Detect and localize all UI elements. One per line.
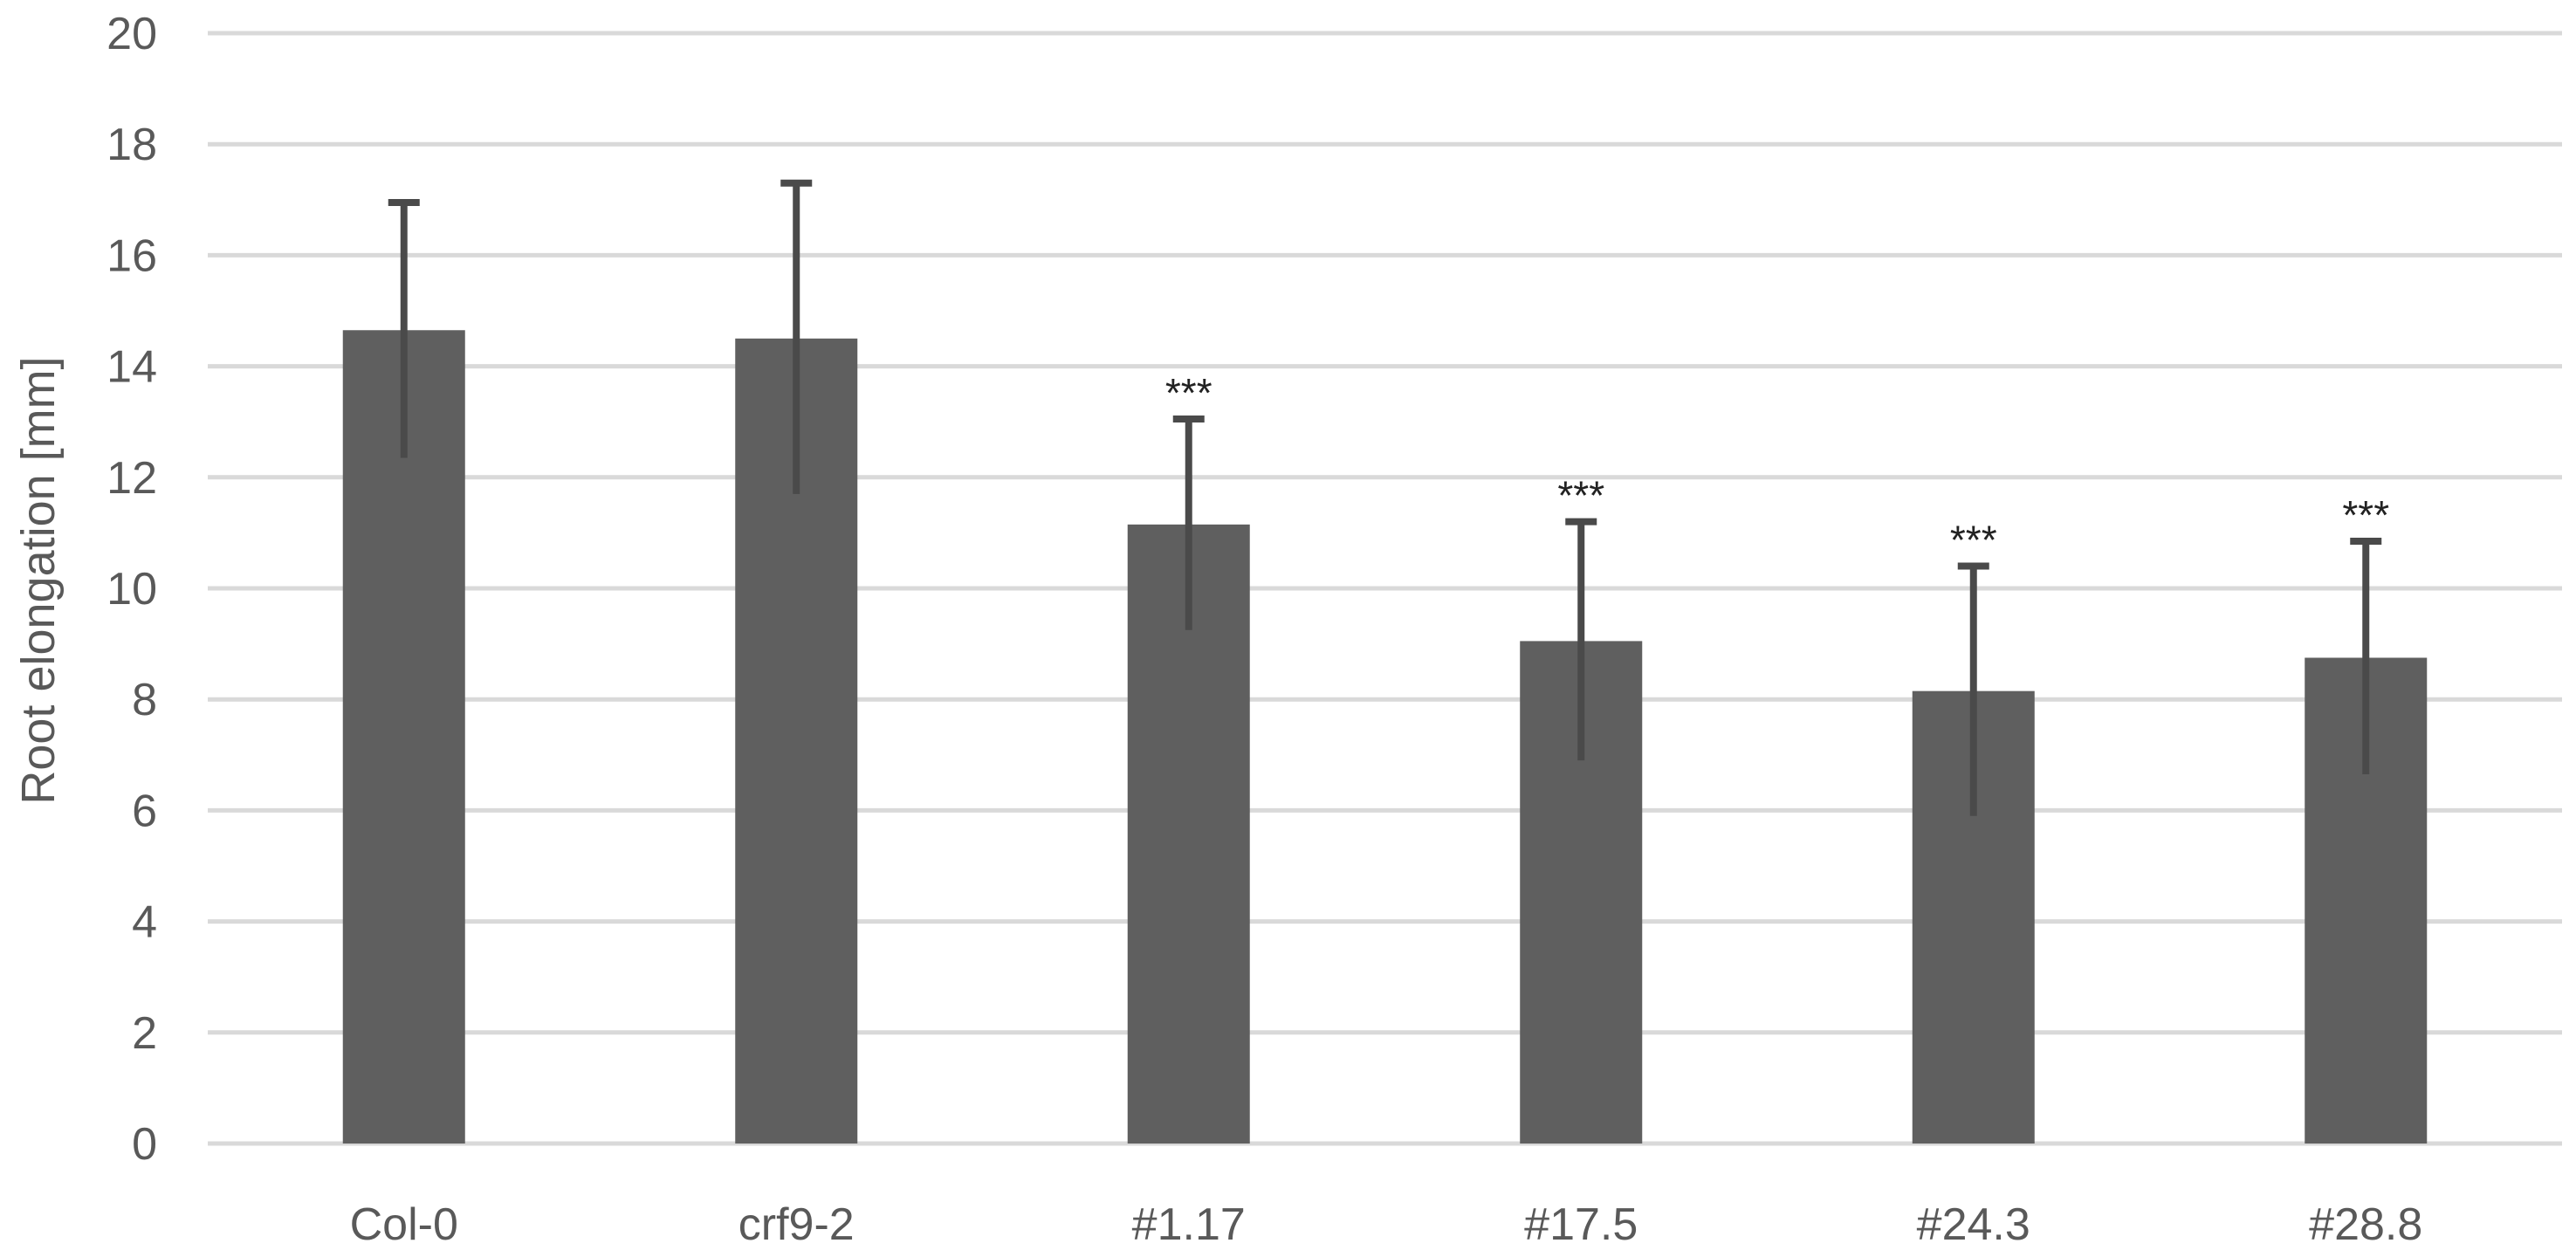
y-axis-ticks: 0 2 4 6 8 10 12 14 16 18 20 [106,9,157,1170]
y-tick-label: 4 [132,897,157,948]
significance-marker: *** [1165,370,1212,416]
y-tick-label: 20 [106,9,157,59]
x-tick-label: #28.8 [2309,1199,2422,1250]
y-axis-title: Root elongation [mm] [12,356,65,804]
significance-marker: *** [2342,492,2389,538]
x-tick-label: crf9-2 [738,1199,855,1250]
bars [342,330,2428,1144]
y-tick-label: 0 [132,1119,157,1170]
significance-marker: *** [1950,518,1997,563]
x-axis-ticks: Col-0 crf9-2 #1.17 #17.5 #24.3 #28.8 [350,1199,2423,1250]
gridlines [208,31,2562,1146]
y-tick-label: 12 [106,453,157,504]
x-tick-label: #1.17 [1132,1199,1246,1250]
y-tick-label: 2 [132,1008,157,1059]
significance-marker: *** [1557,473,1604,519]
y-tick-label: 18 [106,120,157,170]
y-tick-label: 16 [106,230,157,281]
y-tick-label: 6 [132,786,157,836]
x-tick-label: Col-0 [350,1199,458,1250]
significance-markers: *** *** *** *** [1165,370,2389,563]
bar [342,330,465,1144]
x-tick-label: #24.3 [1917,1199,2030,1250]
y-tick-label: 14 [106,342,157,393]
error-bars [388,179,2382,816]
x-tick-label: #17.5 [1524,1199,1638,1250]
y-tick-label: 10 [106,564,157,615]
y-tick-label: 8 [132,675,157,725]
